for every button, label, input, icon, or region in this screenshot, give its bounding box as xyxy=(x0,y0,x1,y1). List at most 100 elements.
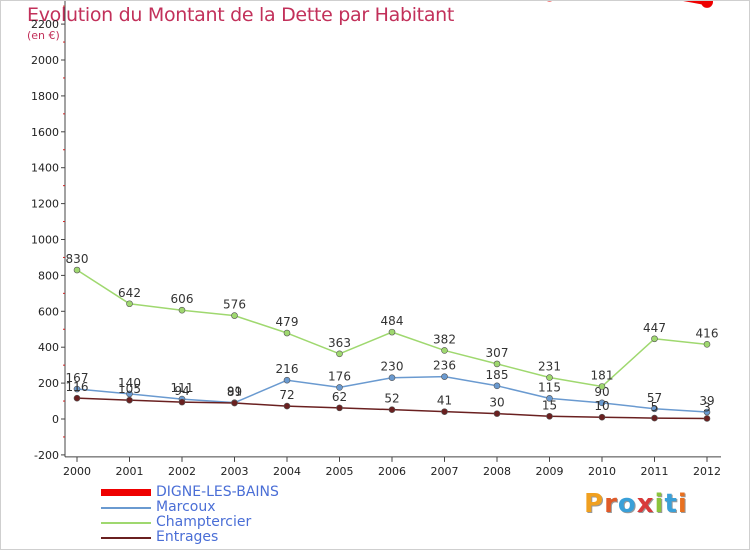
data-label: 230 xyxy=(381,360,404,374)
data-label: 3 xyxy=(703,400,711,414)
logo-letter: r xyxy=(604,489,618,519)
series-group: 167 140 111 91 216 176 230 236 185 115 90 57 39 830 64… xyxy=(66,1,718,422)
data-point xyxy=(701,1,713,8)
data-label: 447 xyxy=(643,321,666,335)
data-point xyxy=(703,415,711,422)
data-label: 89 xyxy=(227,385,242,399)
data-point xyxy=(178,398,186,406)
data-point xyxy=(283,402,291,410)
data-label: 72 xyxy=(279,388,294,402)
data-point xyxy=(388,374,396,382)
data-point xyxy=(703,408,711,416)
data-point xyxy=(231,399,238,407)
data-label: 116 xyxy=(66,380,89,394)
x-tick-label: 2001 xyxy=(116,465,144,478)
data-point xyxy=(231,312,238,319)
data-label: 576 xyxy=(223,298,246,312)
data-point xyxy=(336,384,343,391)
data-point xyxy=(126,396,133,404)
data-label: 479 xyxy=(276,315,299,329)
legend-swatch xyxy=(101,537,151,539)
y-tick-label: 800 xyxy=(38,269,59,282)
y-unit-label: (en €) xyxy=(27,29,60,42)
chart-title: Evolution du Montant de la Dette par Hab… xyxy=(27,4,455,26)
y-tick-label: 1600 xyxy=(31,126,59,139)
legend-item: DIGNE-LES-BAINS xyxy=(101,485,361,500)
logo-letter: x xyxy=(636,489,655,519)
data-label: 606 xyxy=(171,292,194,306)
data-point xyxy=(441,408,448,415)
logo-letter: i xyxy=(677,489,688,519)
data-label: 181 xyxy=(591,369,614,383)
y-tick-label: 1200 xyxy=(31,198,59,211)
x-tick-label: 2004 xyxy=(273,465,301,478)
legend-item: Marcoux xyxy=(101,500,361,515)
series-marcoux: 167 140 111 91 216 176 230 236 185 115 90 57 39 xyxy=(66,359,715,416)
data-label: 484 xyxy=(381,314,404,328)
data-point xyxy=(283,329,291,337)
data-label: 231 xyxy=(538,360,561,374)
data-label: 52 xyxy=(384,392,399,406)
x-tick-label: 2010 xyxy=(588,465,616,478)
data-label: 94 xyxy=(174,384,189,398)
legend-item: Entrages xyxy=(101,530,361,545)
data-point xyxy=(493,410,501,417)
data-label: 216 xyxy=(276,362,299,376)
data-point xyxy=(73,394,81,402)
data-label: 5 xyxy=(651,400,659,414)
data-point xyxy=(651,335,658,343)
legend-label: Champtercier xyxy=(156,514,252,530)
data-label: 176 xyxy=(328,369,351,383)
data-label: 10 xyxy=(594,399,609,413)
data-point xyxy=(441,373,448,380)
data-label: 57 xyxy=(647,391,662,405)
y-tick-label: 1000 xyxy=(31,234,59,247)
x-tick-label: 2012 xyxy=(693,465,721,478)
data-label: 830 xyxy=(66,252,89,266)
data-label: 185 xyxy=(486,368,509,382)
data-label: 307 xyxy=(486,346,509,360)
legend-swatch xyxy=(101,522,151,524)
data-point xyxy=(493,360,501,368)
y-tick-label: 2000 xyxy=(31,54,59,67)
data-point xyxy=(73,385,81,393)
data-point xyxy=(126,300,133,308)
x-tick-label: 2007 xyxy=(431,465,459,478)
x-tick-label: 2000 xyxy=(63,465,91,478)
data-point xyxy=(336,350,343,358)
x-tick-label: 2006 xyxy=(378,465,406,478)
axes: -200 0 200 400 600 800 1000 1200 1400 1600 1800 200… xyxy=(31,1,721,478)
data-point xyxy=(703,341,711,348)
y-tick-label: 200 xyxy=(38,377,59,390)
x-tick-label: 2002 xyxy=(168,465,196,478)
legend: DIGNE-LES-BAINS Marcoux Champtercier Entrag… xyxy=(101,485,361,545)
data-point xyxy=(546,413,553,420)
data-label: 30 xyxy=(489,396,504,410)
y-tick-label: 400 xyxy=(38,341,59,354)
data-label: 115 xyxy=(538,380,561,394)
legend-item: Champtercier xyxy=(101,515,361,530)
data-point xyxy=(493,382,501,390)
x-tick-label: 2008 xyxy=(483,465,511,478)
data-point xyxy=(546,395,553,402)
logo-letter: P xyxy=(584,489,605,519)
legend-label: DIGNE-LES-BAINS xyxy=(156,484,279,500)
data-point xyxy=(388,406,396,413)
legend-label: Entrages xyxy=(156,529,219,545)
data-label: 105 xyxy=(118,382,141,396)
data-point xyxy=(598,383,606,390)
data-point xyxy=(651,405,658,413)
data-point xyxy=(651,414,658,422)
data-point xyxy=(598,399,606,407)
data-point xyxy=(441,347,448,354)
data-label: 15 xyxy=(542,398,557,412)
series-entrages: 116 105 94 89 72 62 52 41 30 15 10 5 3 xyxy=(66,380,711,422)
data-point xyxy=(283,376,291,384)
y-tick-label: 600 xyxy=(38,305,59,318)
data-label: 140 xyxy=(118,376,141,390)
y-tick-label: 1400 xyxy=(31,162,59,175)
data-label: 382 xyxy=(433,332,456,346)
data-label: 90 xyxy=(594,385,609,399)
x-tick-label: 2005 xyxy=(326,465,354,478)
